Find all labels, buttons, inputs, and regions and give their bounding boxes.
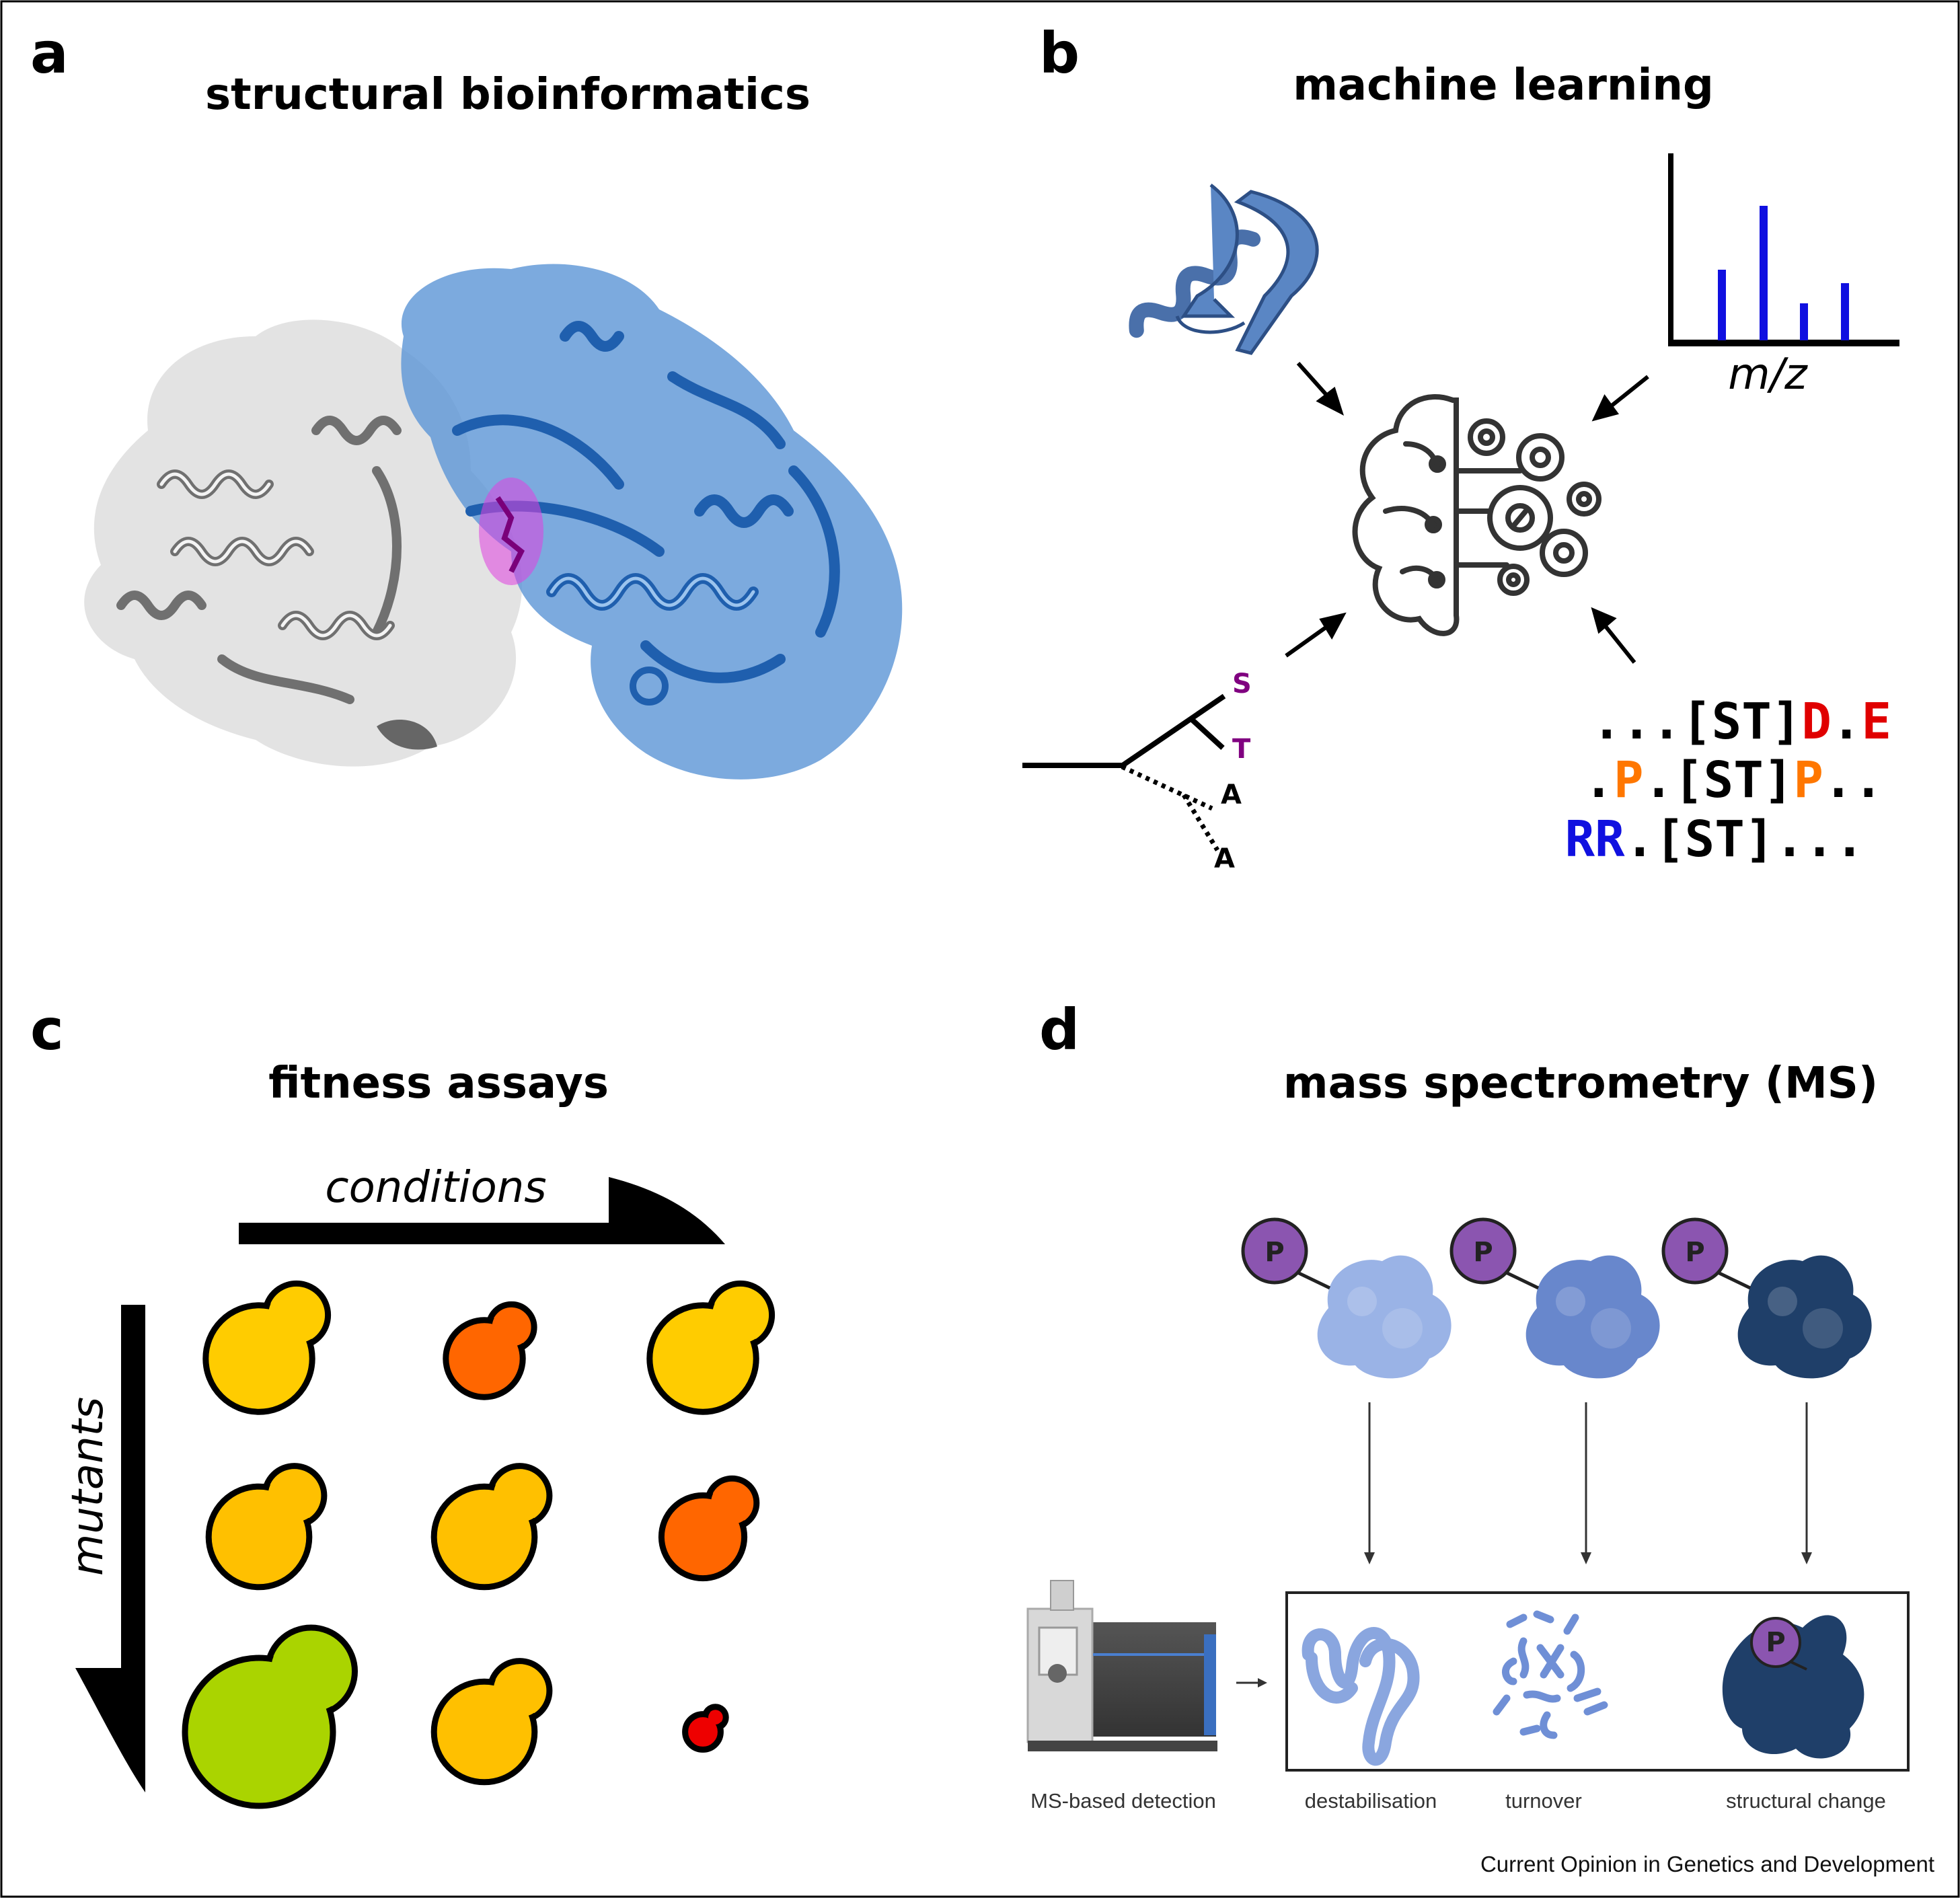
panel-d: d mass spectrometry (MS) P P P (1026, 997, 1934, 1876)
mass-spectrometer-icon (1026, 1580, 1217, 1751)
motif-segment: . (1583, 751, 1614, 809)
motif-line-1: ...[ST]D.E (1591, 693, 1891, 751)
yeast-cell (430, 1658, 553, 1786)
motif-segment: .[ST] (1644, 751, 1794, 809)
yeast-cell (182, 1624, 358, 1809)
mutants-arrow (75, 1305, 145, 1792)
panel-b: b machine learning m/z (1022, 20, 1899, 874)
phospho-label: P (1685, 1237, 1704, 1268)
motif-segment: . (1832, 693, 1862, 751)
panel-c-title: fitness assays (268, 1059, 609, 1108)
outcome-label-turnover: turnover (1505, 1789, 1582, 1813)
phospho-label: P (1265, 1237, 1284, 1268)
motif-segment: .. (1823, 751, 1883, 809)
panel-d-letter: d (1039, 997, 1080, 1063)
phylogenetic-tree-icon: S T A A (1022, 669, 1252, 874)
protein-structure-illustration (84, 264, 903, 780)
phospho-protein: P (1449, 1217, 1660, 1379)
conditions-arrow (239, 1177, 725, 1244)
motif-segment: E (1861, 693, 1891, 751)
mutants-arrow-label: mutants (63, 1397, 113, 1576)
yeast-cell (205, 1463, 328, 1591)
brain-gears-icon (1352, 394, 1601, 636)
panel-a-letter: a (30, 20, 69, 86)
outcome-label-destabilisation: destabilisation (1305, 1789, 1437, 1813)
tree-label-a-1: A (1221, 780, 1242, 810)
motif-line-2: .P.[ST]P.. (1583, 751, 1883, 809)
yeast-cell (658, 1475, 760, 1582)
yeast-cell (430, 1463, 553, 1591)
panel-a: a structural bioinformatics (30, 20, 903, 780)
panel-c: c fitness assays conditions mutants (30, 997, 776, 1809)
phospho-label: P (1473, 1237, 1493, 1268)
yeast-cell (443, 1301, 537, 1400)
yeast-cell (202, 1280, 332, 1415)
protein-structure-input-icon (1129, 184, 1319, 355)
input-arrows (1285, 362, 1649, 664)
sequence-motifs: ...[ST]D.E .P.[ST]P.. RR.[ST]... (1565, 693, 1891, 868)
phospho-protein: P (1241, 1217, 1452, 1379)
motif-segment: ...[ST] (1591, 693, 1801, 751)
structural-change-icon: P (1722, 1615, 1864, 1759)
motif-segment: RR (1565, 810, 1625, 868)
tree-label-s: S (1232, 669, 1252, 699)
phospho-label: P (1766, 1627, 1785, 1658)
panel-b-title: machine learning (1293, 61, 1714, 110)
destabilisation-icon (1302, 1627, 1420, 1766)
journal-credit: Current Opinion in Genetics and Developm… (1480, 1852, 1934, 1876)
panel-b-letter: b (1039, 20, 1080, 86)
mass-spectrum-icon: m/z (1668, 153, 1899, 400)
motif-segment: .[ST]... (1625, 810, 1864, 868)
tree-label-a-2: A (1214, 843, 1235, 874)
panel-a-title: structural bioinformatics (205, 70, 811, 120)
yeast-cell-grid (182, 1280, 776, 1809)
phospho-protein: P (1661, 1217, 1872, 1379)
panel-c-letter: c (30, 997, 64, 1063)
motif-segment: P (1793, 751, 1823, 809)
panel-d-title: mass spectrometry (MS) (1283, 1059, 1878, 1108)
outcome-label-structural-change: structural change (1726, 1789, 1886, 1813)
tree-label-t: T (1232, 734, 1251, 765)
outcome-labels: destabilisation turnover structural chan… (1305, 1789, 1886, 1813)
conditions-arrow-label: conditions (325, 1163, 546, 1213)
yeast-cell (682, 1704, 729, 1753)
motif-line-3: RR.[ST]... (1565, 810, 1864, 868)
motif-segment: D (1801, 693, 1832, 751)
spectrum-axis-label: m/z (1728, 350, 1808, 400)
yeast-cell (646, 1280, 776, 1415)
motif-segment: P (1614, 751, 1644, 809)
ms-detection-label: MS-based detection (1030, 1789, 1216, 1813)
turnover-icon (1493, 1610, 1608, 1739)
